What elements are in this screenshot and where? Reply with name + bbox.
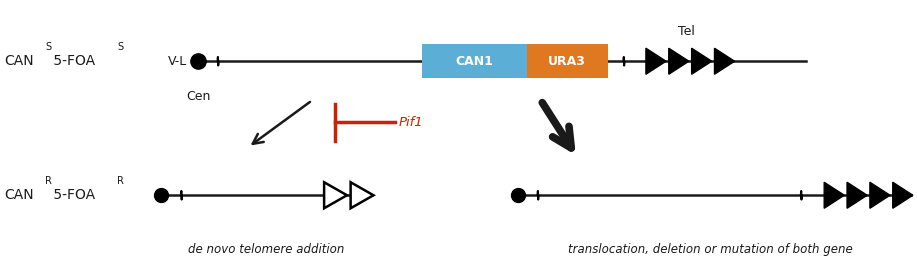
Polygon shape (691, 48, 712, 74)
FancyBboxPatch shape (527, 44, 608, 78)
Text: URA3: URA3 (548, 55, 586, 68)
Text: 5-FOA: 5-FOA (49, 188, 95, 202)
Polygon shape (824, 182, 845, 208)
Text: S: S (117, 42, 124, 52)
Text: Cen: Cen (186, 90, 210, 103)
Text: CAN: CAN (5, 54, 34, 68)
Text: CAN: CAN (5, 188, 34, 202)
Polygon shape (350, 182, 373, 208)
Polygon shape (324, 182, 347, 208)
Polygon shape (646, 48, 666, 74)
Text: CAN1: CAN1 (456, 55, 493, 68)
Text: R: R (117, 176, 125, 186)
Text: 5-FOA: 5-FOA (49, 54, 95, 68)
Text: S: S (45, 42, 51, 52)
Text: translocation, deletion or mutation of both gene: translocation, deletion or mutation of b… (568, 244, 852, 256)
Polygon shape (870, 182, 890, 208)
Text: Pif1: Pif1 (399, 116, 424, 129)
Text: Tel: Tel (678, 25, 694, 38)
Text: de novo telomere addition: de novo telomere addition (188, 244, 345, 256)
Polygon shape (847, 182, 867, 208)
FancyBboxPatch shape (422, 44, 527, 78)
Polygon shape (893, 182, 912, 208)
Text: V-L: V-L (168, 55, 187, 68)
Polygon shape (714, 48, 735, 74)
Polygon shape (668, 48, 689, 74)
Text: R: R (45, 176, 52, 186)
